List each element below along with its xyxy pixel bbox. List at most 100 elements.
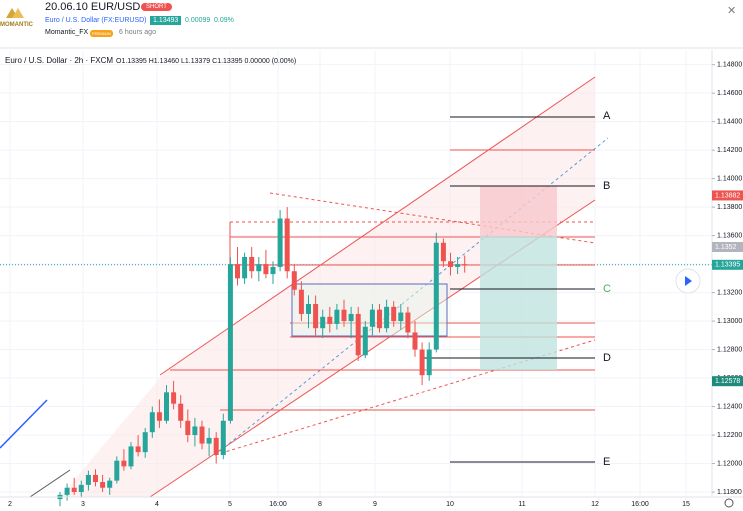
level-label: D (603, 352, 611, 364)
candle-body (462, 264, 468, 266)
idea-title: 20.06.10 EUR/USD (45, 1, 141, 13)
candle-body (263, 264, 269, 275)
candle-body (291, 271, 297, 290)
candle-body (178, 403, 184, 421)
candle-body (199, 426, 205, 444)
stop-zone (480, 186, 557, 236)
close-button[interactable]: ✕ (727, 5, 737, 17)
level-label: C (603, 283, 611, 295)
price: 1.13493 (150, 16, 182, 25)
candle-body (391, 306, 397, 322)
y-tick-label: 1.13600 (717, 232, 742, 239)
price-tag (712, 376, 743, 387)
level-label: B (603, 180, 610, 192)
candle-body (377, 309, 382, 329)
candle-body (235, 264, 240, 279)
chart-title: Euro / U.S. Dollar · 2h · FXCM (5, 56, 113, 65)
candle-body (93, 474, 98, 483)
candle-body (320, 316, 326, 329)
candle-body (284, 218, 290, 272)
candle-body (362, 326, 368, 356)
settings-icon[interactable] (724, 498, 734, 508)
candle-body (369, 309, 375, 327)
header-bg (0, 0, 743, 50)
price-axis: 1.14800 1.14600 1.14400 1.14200 1.14000 1.138… (712, 62, 743, 496)
premium-badge: PREMIUM (90, 30, 113, 37)
candle-body (277, 218, 283, 267)
symbol[interactable]: Euro / U.S. Dollar (FX:EURUSD) (45, 17, 147, 24)
y-tick-label: 1.14400 (717, 118, 742, 125)
candle-body (412, 332, 418, 350)
candle-body (142, 432, 148, 453)
level-label: E (603, 456, 610, 468)
candle-body (448, 261, 453, 267)
price-tag (712, 190, 743, 201)
x-tick-label: 12 (591, 501, 599, 508)
change-pct: 0.09% (214, 17, 234, 24)
price-tag (712, 259, 743, 270)
candle-body (192, 426, 198, 436)
y-tick-label: 1.14600 (717, 90, 742, 97)
candle-body (185, 420, 191, 436)
candle-body (327, 316, 333, 324)
price-tag-label: 1.12578 (715, 378, 740, 385)
candle-body (426, 349, 432, 376)
logo-text: MOMANTIC (0, 22, 33, 28)
price-tag-label: 1.1352 (715, 244, 737, 251)
author[interactable]: Momantic_FX (45, 29, 89, 36)
candle-body (164, 392, 169, 421)
x-tick-label: 15 (682, 501, 690, 508)
candle-body (256, 264, 262, 272)
candle-body (128, 446, 134, 467)
x-tick-label: 4 (155, 501, 159, 508)
time-ago: 6 hours ago (119, 29, 156, 36)
x-tick-label: 16:00 (631, 501, 649, 508)
candle-body (433, 242, 439, 350)
candle-body (220, 420, 226, 455)
y-tick-label: 1.13800 (717, 204, 742, 211)
x-tick-label: 10 (446, 501, 454, 508)
price-tag-label: 1.13395 (715, 262, 740, 269)
price-tag (712, 242, 743, 253)
trend-dashed (269, 192, 596, 244)
level-label: A (603, 110, 611, 122)
levels (420, 116, 595, 463)
blue-line (0, 399, 48, 449)
x-tick-label: 11 (518, 501, 525, 508)
x-tick-label: 16:00 (269, 501, 287, 508)
play-icon (685, 276, 692, 286)
y-tick-label: 1.14800 (717, 62, 742, 69)
logo-mark (12, 8, 24, 18)
x-tick-label: 2 (8, 501, 12, 508)
candle-body (206, 437, 212, 444)
candle-body (405, 312, 411, 333)
candle-body (100, 482, 106, 488)
x-tick-label: 3 (81, 501, 85, 508)
candle-body (341, 309, 347, 322)
y-tick-label: 1.12200 (717, 432, 742, 439)
candle-body (440, 242, 446, 262)
candle-body (213, 437, 219, 455)
x-tick-label: 8 (318, 501, 322, 508)
candle-body (121, 460, 127, 467)
level-labels: A B C D E (603, 110, 611, 468)
candle-body (85, 474, 91, 485)
y-tick-label: 1.14200 (717, 147, 742, 154)
candle-body (249, 256, 255, 272)
target-zone (480, 236, 557, 370)
gray-line (29, 469, 71, 498)
candles (57, 207, 468, 507)
candle-body (384, 306, 390, 329)
candle-body (149, 412, 155, 433)
candle-body (355, 313, 361, 356)
candle-body (114, 460, 120, 481)
price-tag-label: 1.13882 (715, 192, 740, 199)
y-tick-label: 1.12000 (717, 460, 742, 467)
candle-body (156, 412, 162, 421)
change: 0.00099 (185, 17, 211, 24)
x-tick-label: 5 (228, 501, 232, 508)
candle-body (298, 289, 304, 314)
time-axis: 2 3 4 5 16:00 8 9 10 11 12 16:00 15 (8, 501, 690, 508)
